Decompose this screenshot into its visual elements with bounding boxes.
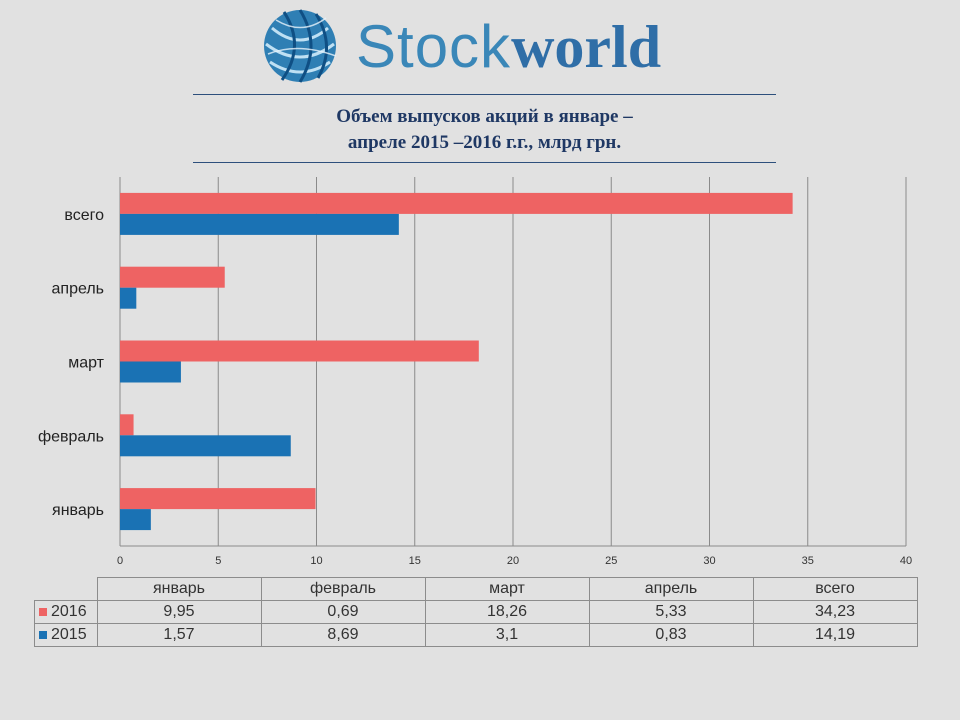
table-cell: 8,69	[260, 623, 426, 647]
table-cell: 34,23	[752, 600, 918, 624]
table-header: всего	[752, 577, 918, 601]
bar-2015-январь	[120, 509, 151, 531]
x-tick-label: 5	[215, 555, 221, 567]
legend-swatch-2016	[39, 607, 47, 616]
title-rule-bottom	[193, 162, 776, 163]
table-header: апрель	[588, 577, 754, 601]
legend-label-2015: 2015	[51, 626, 87, 643]
table-cell: 1,57	[96, 623, 262, 647]
table-cell: 5,33	[588, 600, 754, 624]
bar-2016-апрель	[120, 266, 225, 288]
x-tick-label: 25	[605, 555, 617, 567]
x-tick-label: 10	[310, 555, 322, 567]
table-corner	[34, 577, 98, 601]
globe-icon	[264, 9, 337, 83]
bar-2015-апрель	[120, 287, 137, 309]
table-header: январь	[96, 577, 262, 601]
bar-2016-январь	[120, 488, 316, 510]
table-cell: 3,1	[424, 623, 590, 647]
bar-2016-март	[120, 340, 479, 362]
table-cell: 9,95	[96, 600, 262, 624]
table-cell: 14,19	[752, 623, 918, 647]
table-cell: 18,26	[424, 600, 590, 624]
bar-2016-февраль	[120, 414, 134, 436]
table-header: март	[424, 577, 590, 601]
x-tick-label: 20	[507, 555, 519, 567]
title-rule-top	[193, 94, 776, 95]
category-label: январь	[52, 502, 104, 519]
table-cell: 0,69	[260, 600, 426, 624]
table-header: февраль	[260, 577, 426, 601]
category-label: март	[68, 355, 104, 372]
bar-2015-всего	[120, 213, 399, 235]
table-header-row: январь февраль март апрель всего	[34, 577, 918, 601]
logo-text-stock: Stock	[356, 13, 512, 80]
bar-chart: 0 5 10 15 20 25 30 35 40 январь февраль март апрель в…	[38, 177, 912, 567]
chart-title-line-1: Объем выпусков акций в январе –	[336, 106, 633, 127]
x-tick-label: 35	[802, 555, 814, 567]
category-label: всего	[64, 207, 104, 224]
legend-swatch-2015	[39, 630, 47, 639]
x-tick-label: 0	[117, 555, 123, 567]
data-table: январь февраль март апрель всего 2016 9,…	[34, 577, 918, 647]
chart-title: Объем выпусков акций в январе – апреле 2…	[193, 104, 776, 156]
bar-2016-всего	[120, 192, 793, 214]
logo-text-world: world	[511, 14, 662, 80]
table-cell: 0,83	[588, 623, 754, 647]
x-tick-label: 30	[703, 555, 715, 567]
stockworld-logo: Stockworld	[262, 6, 702, 86]
chart-title-line-2: апреле 2015 –2016 г.г., млрд грн.	[347, 132, 622, 153]
legend-label-2016: 2016	[51, 603, 87, 620]
bar-2015-март	[120, 361, 181, 383]
table-row-2016: 2016 9,95 0,69 18,26 5,33 34,23	[34, 600, 918, 624]
table-row-2015: 2015 1,57 8,69 3,1 0,83 14,19	[34, 623, 918, 647]
category-label: апрель	[52, 281, 105, 298]
table-row-label: 2016	[34, 600, 98, 624]
x-tick-label: 40	[900, 555, 912, 567]
bar-2015-февраль	[120, 435, 291, 457]
table-row-label: 2015	[34, 623, 98, 647]
x-tick-label: 15	[409, 555, 421, 567]
category-label: февраль	[38, 428, 104, 445]
